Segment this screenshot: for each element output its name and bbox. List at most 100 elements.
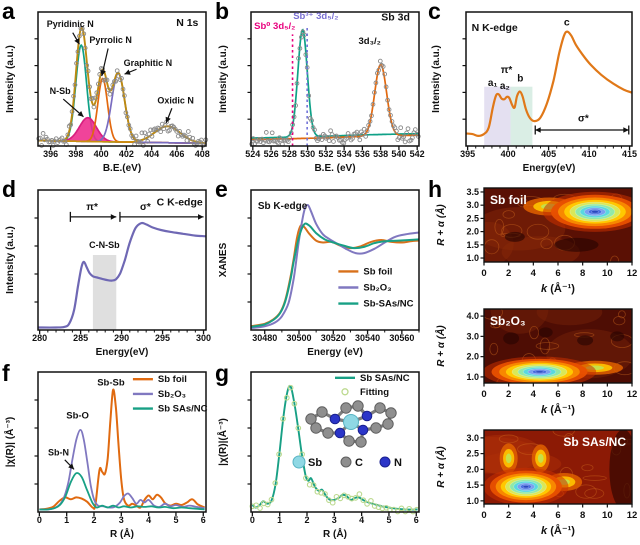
svg-text:6: 6 (555, 510, 560, 521)
svg-text:Sb-O: Sb-O (66, 410, 89, 421)
svg-text:10: 10 (602, 389, 613, 400)
svg-text:400: 400 (501, 149, 516, 159)
svg-text:0: 0 (37, 515, 42, 525)
svg-text:Sb₂O₃: Sb₂O₃ (158, 389, 186, 400)
svg-text:c: c (564, 17, 570, 29)
svg-text:280: 280 (32, 333, 47, 343)
panel-g-letter: g (215, 360, 230, 386)
panel-h-letter: h (428, 176, 443, 202)
svg-text:Sb K-edge: Sb K-edge (258, 201, 308, 212)
svg-text:10: 10 (602, 510, 613, 521)
panel-a-letter: a (2, 0, 15, 24)
svg-text:π*: π* (86, 202, 98, 213)
svg-text:542: 542 (410, 149, 425, 159)
svg-text:R (Å): R (Å) (323, 527, 347, 540)
svg-text:406: 406 (169, 149, 184, 159)
svg-text:C K-edge: C K-edge (157, 197, 203, 209)
panel-f: f 0 1 2 3 4 5 6 R (Å) |χ(R)| (Å⁻³) Sb foil Sb₂O₃ Sb… (0, 362, 213, 545)
panel-f-chart: 0 1 2 3 4 5 6 R (Å) |χ(R)| (Å⁻³) Sb foil Sb₂O₃ Sb S… (3, 371, 208, 540)
panel-e: e 30480 30500 30520 30540 30560 Energy (eV) XA… (213, 178, 426, 362)
svg-text:2.5: 2.5 (466, 213, 479, 223)
svg-text:30540: 30540 (355, 333, 380, 343)
svg-text:2: 2 (506, 389, 511, 400)
svg-text:Sb³⁺ 3d₅/₂: Sb³⁺ 3d₅/₂ (293, 11, 338, 22)
svg-text:Intensity (a.u.): Intensity (a.u.) (431, 45, 442, 113)
panel-h-wavelet-maps: 0 2 4 6 8 10 12 1.0 1.5 2.0 2.5 3.0 3.5 k (Å⁻¹) R + α … (434, 187, 638, 537)
panel-a-chart: 396 398 400 402 404 406 408 B.E.(eV) Intensity (… (5, 11, 210, 174)
svg-text:1.0: 1.0 (466, 253, 479, 263)
svg-text:Sb-N: Sb-N (48, 447, 69, 457)
svg-text:285: 285 (73, 333, 88, 343)
svg-text:0: 0 (481, 389, 486, 400)
svg-text:295: 295 (155, 333, 170, 343)
panel-b: b 524 526 528 530 532 534 536 538 540 542 B.E. (eV… (213, 0, 426, 178)
svg-text:2: 2 (506, 510, 511, 521)
svg-text:R + α (Å): R + α (Å) (434, 446, 447, 488)
svg-text:Sb⁰ 3d₅/₂: Sb⁰ 3d₅/₂ (254, 21, 295, 32)
svg-text:400: 400 (94, 149, 109, 159)
svg-text:12: 12 (627, 510, 638, 521)
svg-text:Pyrrolic N: Pyrrolic N (89, 35, 132, 45)
svg-text:N 1s: N 1s (176, 17, 198, 29)
svg-text:σ*: σ* (578, 114, 589, 125)
panel-d-letter: d (2, 176, 17, 202)
svg-text:Sb-SAs/NC: Sb-SAs/NC (363, 299, 413, 310)
svg-text:Sb SAs/NC: Sb SAs/NC (360, 373, 410, 384)
svg-text:|χ(R)|(Å⁻³): |χ(R)|(Å⁻³) (216, 418, 229, 466)
svg-text:30480: 30480 (252, 333, 277, 343)
svg-text:30500: 30500 (286, 333, 311, 343)
svg-text:a₂: a₂ (500, 81, 510, 92)
panel-b-letter: b (215, 0, 230, 24)
svg-text:C-N-Sb: C-N-Sb (89, 240, 120, 250)
svg-text:526: 526 (264, 149, 279, 159)
svg-text:395: 395 (460, 149, 475, 159)
svg-text:N: N (394, 457, 402, 469)
svg-text:Pyridinic N: Pyridinic N (47, 19, 94, 29)
svg-text:538: 538 (373, 149, 388, 159)
svg-text:6: 6 (414, 515, 419, 525)
svg-text:5: 5 (173, 515, 178, 525)
svg-text:Fitting: Fitting (360, 387, 389, 398)
panel-d: d 280 285 290 295 300 Energy(eV) Intensity (a.… (0, 178, 213, 362)
svg-text:3.0: 3.0 (466, 331, 479, 341)
svg-text:405: 405 (541, 149, 556, 159)
panel-g: g 0 1 2 3 4 5 6 R (Å) |χ(R)|(Å⁻³) Sb SAs/NC Fittin… (213, 362, 426, 545)
svg-text:Intensity (a.u.): Intensity (a.u.) (5, 226, 16, 294)
svg-text:0: 0 (481, 268, 486, 279)
svg-text:2.0: 2.0 (466, 464, 479, 474)
svg-text:3.0: 3.0 (466, 200, 479, 210)
svg-text:402: 402 (119, 149, 134, 159)
svg-text:R (Å): R (Å) (110, 527, 134, 540)
svg-text:2: 2 (506, 268, 511, 279)
svg-text:C: C (355, 457, 363, 469)
svg-text:8: 8 (580, 389, 585, 400)
svg-text:532: 532 (318, 149, 333, 159)
svg-text:Sb₂O₃: Sb₂O₃ (490, 314, 526, 328)
svg-text:k (Å⁻¹): k (Å⁻¹) (541, 282, 575, 295)
svg-text:536: 536 (355, 149, 370, 159)
svg-text:Sb foil: Sb foil (490, 193, 527, 207)
svg-text:XANES: XANES (218, 242, 229, 277)
svg-text:Sb SAs/NC: Sb SAs/NC (563, 435, 626, 449)
svg-text:398: 398 (68, 149, 83, 159)
svg-text:3.0: 3.0 (466, 433, 479, 443)
panel-e-letter: e (215, 176, 228, 202)
svg-text:30520: 30520 (321, 333, 346, 343)
svg-text:396: 396 (43, 149, 58, 159)
panel-a: a 396 398 400 402 404 406 408 B.E.(eV) Intensity… (0, 0, 213, 178)
svg-text:1.0: 1.0 (466, 496, 479, 506)
svg-text:a₁: a₁ (488, 78, 498, 89)
svg-text:0: 0 (250, 515, 255, 525)
svg-text:4: 4 (146, 515, 151, 525)
svg-text:410: 410 (582, 149, 597, 159)
panel-c: c 395 400 405 410 415 Energy(eV) Intensity (a.… (426, 0, 640, 178)
svg-text:|χ(R)| (Å⁻³): |χ(R)| (Å⁻³) (3, 417, 16, 468)
svg-text:6: 6 (555, 389, 560, 400)
svg-text:k (Å⁻¹): k (Å⁻¹) (541, 403, 575, 416)
svg-text:1.0: 1.0 (466, 372, 479, 382)
svg-text:3: 3 (332, 515, 337, 525)
svg-text:b: b (517, 73, 523, 84)
svg-text:415: 415 (622, 149, 637, 159)
svg-text:534: 534 (337, 149, 352, 159)
svg-text:10: 10 (602, 268, 613, 279)
